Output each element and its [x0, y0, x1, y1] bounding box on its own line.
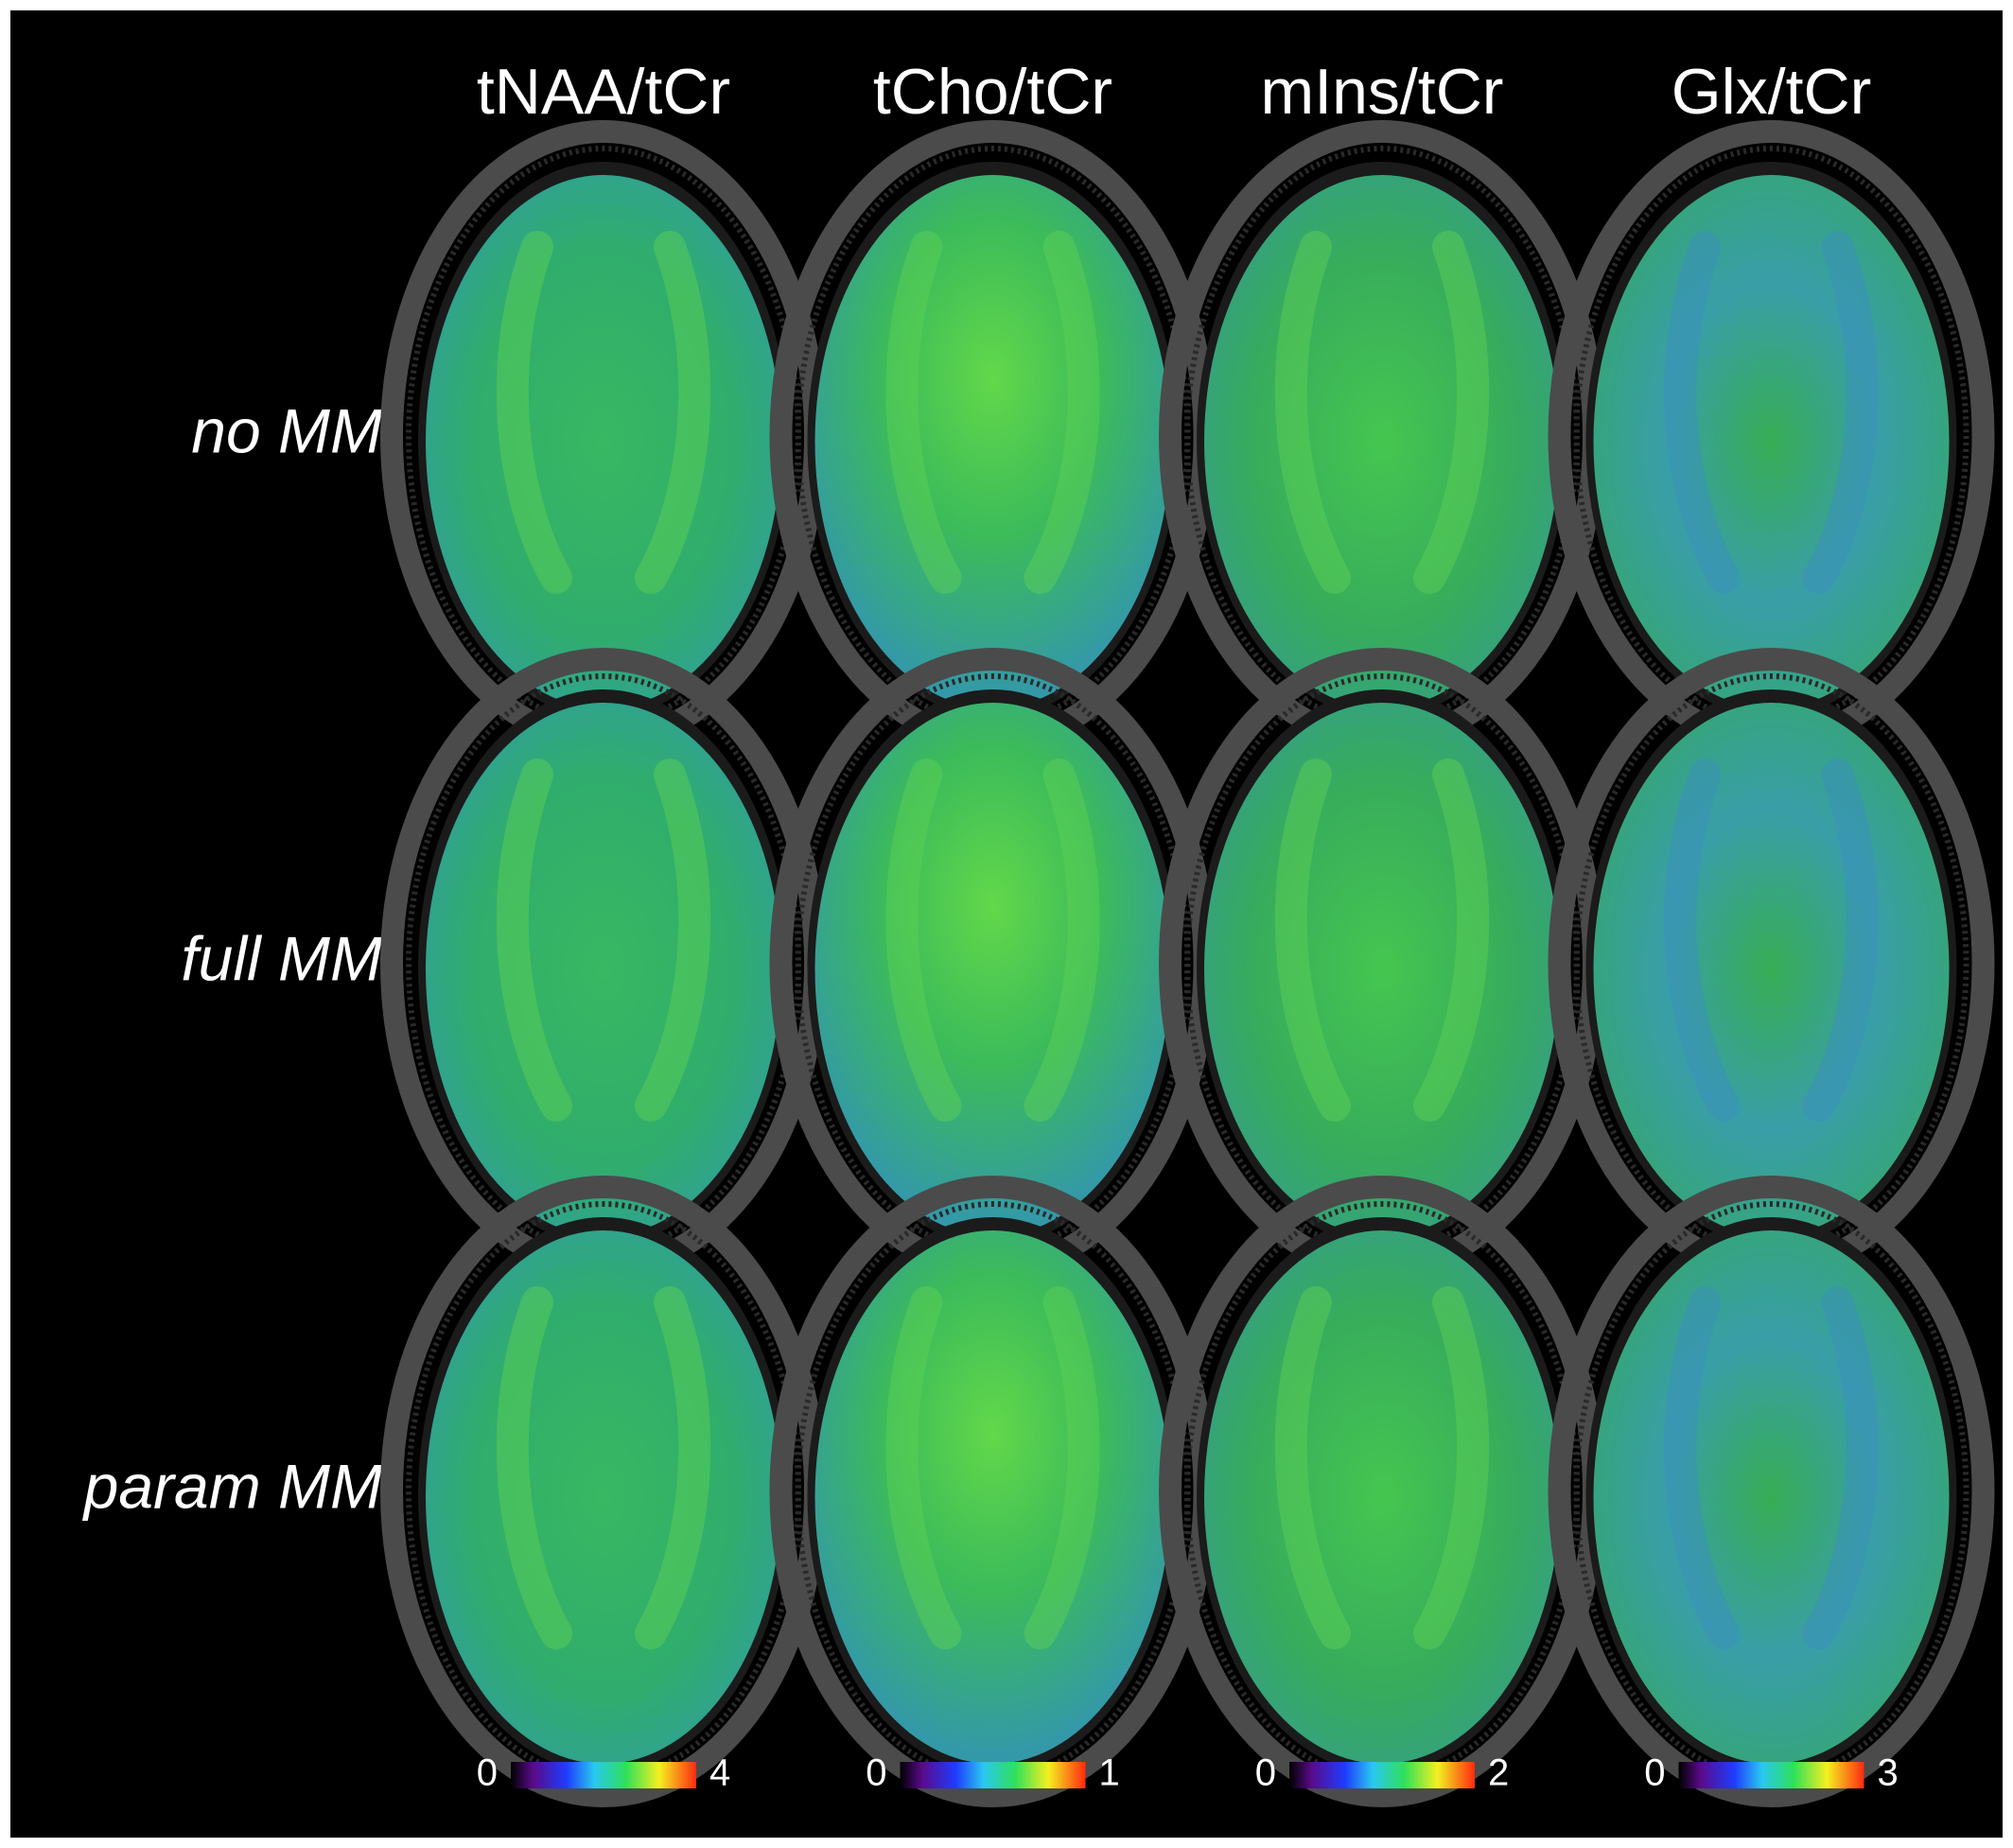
brain-map — [380, 1176, 827, 1807]
white-matter — [1274, 758, 1490, 1122]
brain-map — [769, 1176, 1217, 1807]
row-label: param MM — [82, 1451, 382, 1521]
column-title: tCho/tCr — [873, 56, 1112, 128]
skull-edge — [406, 146, 801, 726]
colorbar-min-label: 0 — [866, 1752, 886, 1794]
skull-edge — [1573, 1201, 1969, 1782]
metabolite-map — [426, 1230, 781, 1764]
metabolite-map — [1593, 703, 1950, 1236]
skull-edge — [795, 673, 1191, 1254]
colorbar — [511, 1762, 696, 1788]
colorbar-max-label: 3 — [1878, 1752, 1899, 1794]
column-title: tNAA/tCr — [477, 56, 730, 128]
metabolite-map — [814, 175, 1171, 708]
brain-map — [1159, 1176, 1605, 1807]
colorbar-max-label: 1 — [1099, 1752, 1120, 1794]
white-matter — [1274, 231, 1490, 594]
colorbar-min-label: 0 — [477, 1752, 498, 1794]
white-matter — [1274, 1286, 1490, 1649]
skull-edge — [406, 673, 801, 1254]
row-label: full MM — [181, 923, 382, 993]
metabolite-map — [1204, 1230, 1560, 1764]
brain-map — [1548, 1176, 1995, 1807]
column-title: Glx/tCr — [1672, 56, 1872, 128]
metabolite-map — [1204, 703, 1560, 1236]
skull — [1548, 1176, 1995, 1807]
row-label: no MM — [191, 395, 382, 465]
white-matter — [885, 231, 1100, 594]
metabolite-map — [1593, 175, 1950, 708]
metabolite-map — [1593, 1230, 1950, 1764]
metabolite-map — [1204, 175, 1560, 708]
white-matter — [1664, 758, 1879, 1122]
white-matter — [885, 1286, 1100, 1649]
column-title: mIns/tCr — [1261, 56, 1504, 128]
colorbar-max-label: 4 — [709, 1752, 730, 1794]
white-matter — [496, 1286, 711, 1649]
skull-edge — [1573, 146, 1969, 726]
brain-map — [380, 648, 827, 1280]
metabolite-map — [426, 175, 781, 708]
brain-map — [1548, 120, 1995, 752]
white-matter — [1664, 231, 1879, 594]
white-matter — [496, 758, 711, 1122]
colorbar — [1289, 1762, 1475, 1788]
skull-edge — [1184, 673, 1580, 1254]
white-matter — [496, 231, 711, 594]
skull-edge — [1184, 1201, 1580, 1782]
colorbar-min-label: 0 — [1644, 1752, 1665, 1794]
skull-edge — [795, 1201, 1191, 1782]
colorbar-max-label: 2 — [1488, 1752, 1509, 1794]
colorbar-min-label: 0 — [1255, 1752, 1276, 1794]
skull-edge — [1184, 146, 1580, 726]
colorbar — [900, 1762, 1086, 1788]
metabolite-map — [426, 703, 781, 1236]
brain-map — [769, 648, 1217, 1280]
metabolite-map — [814, 703, 1171, 1236]
brain-map — [380, 120, 827, 752]
white-matter — [885, 758, 1100, 1122]
metabolite-map — [814, 1230, 1171, 1764]
skull-edge — [406, 1201, 801, 1782]
skull-edge — [795, 146, 1191, 726]
colorbar — [1678, 1762, 1864, 1788]
skull-edge — [1573, 673, 1969, 1254]
white-matter — [1664, 1286, 1879, 1649]
